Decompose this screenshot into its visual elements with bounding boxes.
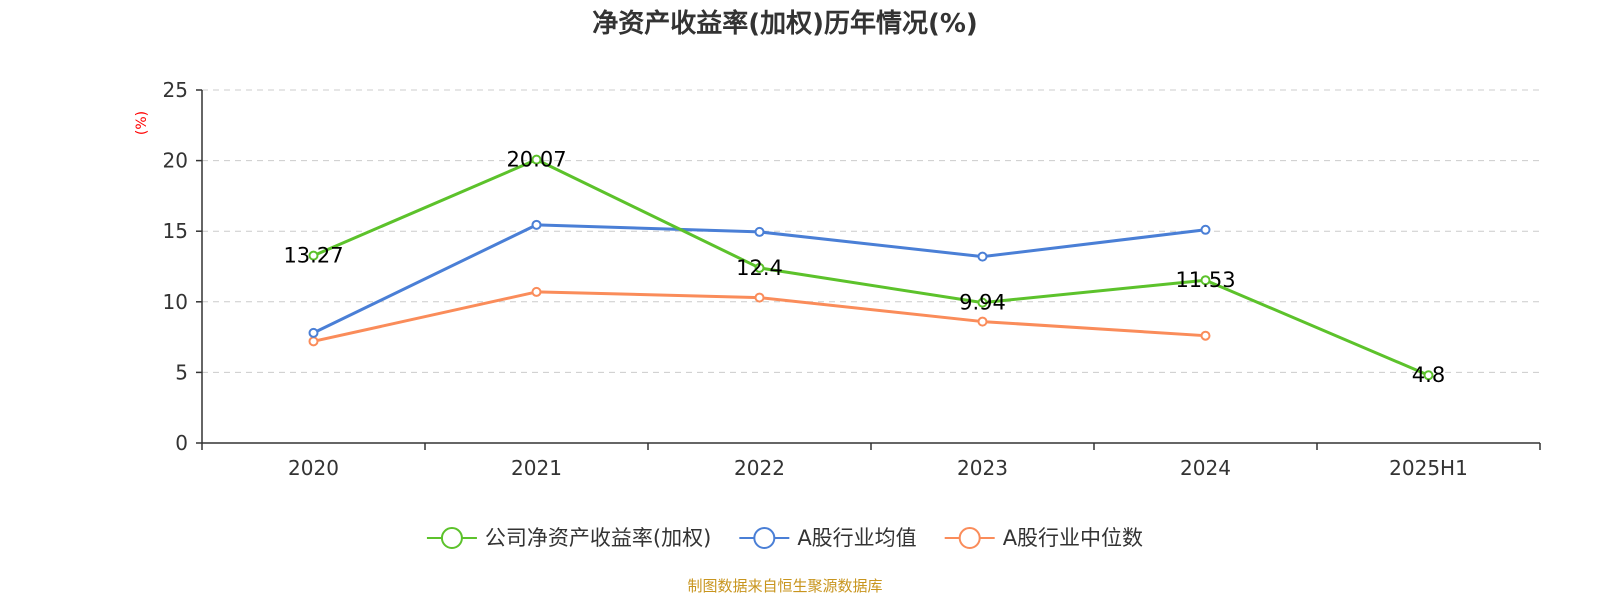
legend-marker [958,527,981,549]
data-label: 11.53 [1175,268,1235,292]
data-point[interactable] [1200,330,1211,341]
data-point[interactable] [754,292,765,303]
legend-item[interactable]: A股行业均值 [739,526,917,550]
legend-item[interactable]: A股行业中位数 [944,526,1143,550]
data-point[interactable] [1423,370,1434,381]
y-tick-label: 5 [175,360,188,384]
data-label: 4.8 [1412,363,1445,387]
y-tick-label: 15 [163,219,188,243]
data-point[interactable] [308,327,319,338]
axes: 0 5 10 15 20 25 2020 2021 2022 2023 2024 2025H1 [163,78,1541,480]
legend-marker [440,527,463,549]
data-point[interactable] [308,336,319,347]
data-point[interactable] [531,154,542,165]
data-point[interactable] [531,286,542,297]
data-point[interactable] [754,226,765,237]
legend-item[interactable]: 公司净资产收益率(加权) [426,526,711,550]
data-point[interactable] [1200,224,1211,235]
y-tick-label: 20 [163,149,188,173]
data-label: 9.94 [959,291,1006,315]
y-tick-label: 25 [163,78,188,102]
x-tick-label: 2021 [511,456,562,480]
data-point[interactable] [754,262,765,273]
legend-label: A股行业中位数 [1003,526,1143,550]
x-tick-label: 2023 [957,456,1008,480]
data-point[interactable] [977,251,988,262]
y-axis-unit: (%) [134,111,150,135]
legend-marker [753,527,776,549]
chart-title: 净资产收益率(加权)历年情况(%) [592,8,978,39]
y-tick-label: 0 [175,431,188,455]
data-label: 12.4 [736,256,783,280]
series-group [308,154,1434,381]
x-tick-label: 2025H1 [1389,456,1468,480]
series-line [312,158,1430,377]
data-label: 20.07 [506,148,566,172]
data-point[interactable] [308,250,319,261]
legend-label: A股行业均值 [797,526,916,550]
x-tick-label: 2020 [288,456,339,480]
source-note: 制图数据来自恒生聚源数据库 [687,577,882,595]
x-tick-label: 2022 [734,456,785,480]
grid-lines [202,89,1540,373]
legend: 公司净资产收益率(加权) A股行业均值 A股行业中位数 [426,526,1143,550]
data-point[interactable] [977,316,988,327]
legend-label: 公司净资产收益率(加权) [485,526,711,550]
data-point[interactable] [531,219,542,230]
data-label: 13.27 [283,244,343,268]
y-tick-label: 10 [163,290,188,314]
x-tick-label: 2024 [1180,456,1231,480]
data-point[interactable] [1200,275,1211,286]
data-labels: 13.27 20.07 12.4 9.94 11.53 4.8 [283,148,1445,388]
data-point[interactable] [977,297,988,308]
